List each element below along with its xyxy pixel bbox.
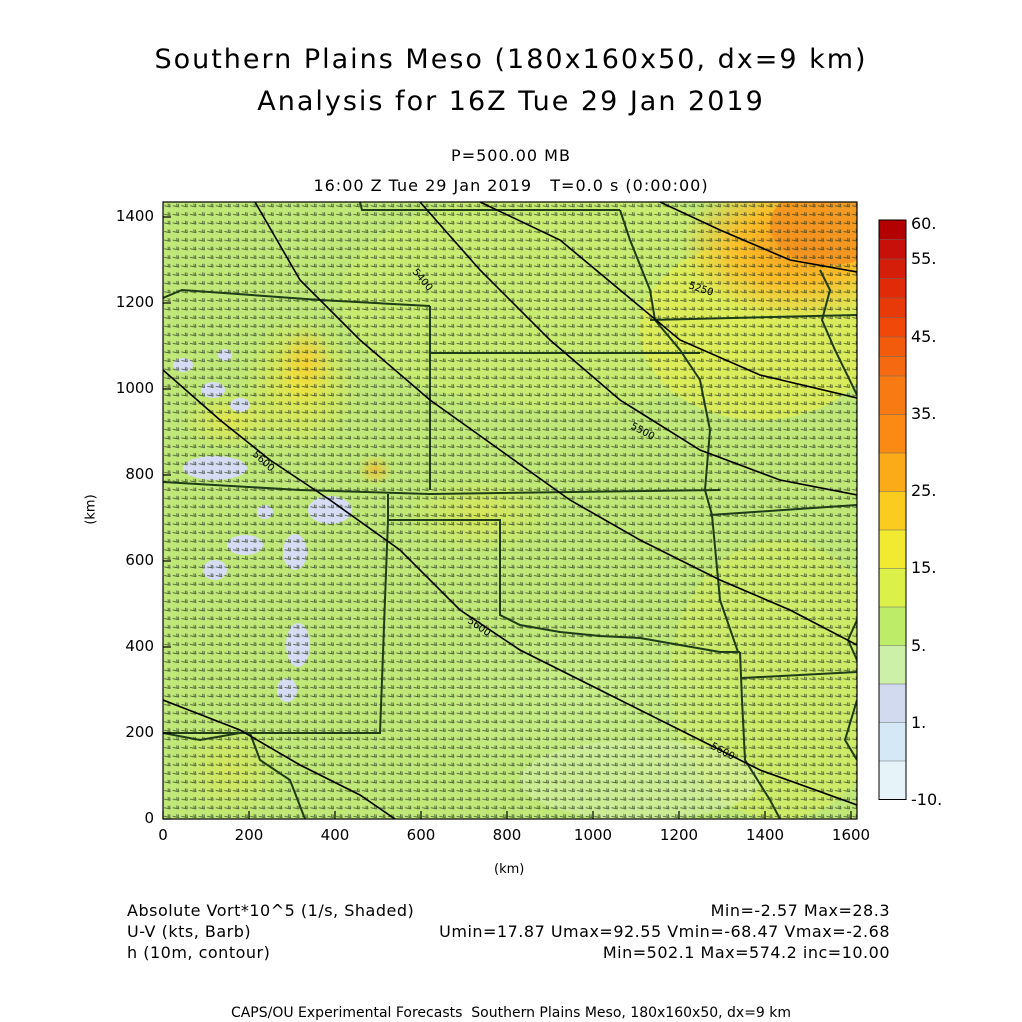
x-tick-600: 600 [406, 826, 436, 844]
y-axis-label: (km) [83, 494, 99, 525]
title-line-2: Analysis for 16Z Tue 29 Jan 2019 [257, 86, 765, 117]
colorbar-label-55: 55. [911, 249, 937, 268]
field2-stats: Umin=17.87 Umax=92.55 Vmin=-68.47 Vmax=-… [439, 922, 890, 941]
colorbar-label-5: 5. [911, 636, 927, 655]
plot-frame [162, 201, 858, 820]
colorbar-label-1: 1. [911, 713, 927, 732]
title-line-1: Southern Plains Meso (180x160x50, dx=9 k… [154, 44, 868, 75]
y-tick-400: 400 [125, 637, 154, 655]
x-tick-200: 200 [234, 826, 264, 844]
y-tick-0: 0 [144, 809, 154, 827]
field3-stats: Min=502.1 Max=574.2 inc=10.00 [602, 943, 890, 962]
x-tick-1200: 1200 [659, 826, 699, 844]
field1-name: Absolute Vort*10^5 (1/s, Shaded) [127, 901, 415, 920]
y-tick-1000: 1000 [115, 379, 154, 397]
y-tick-200: 200 [125, 723, 154, 741]
x-tick-1000: 1000 [573, 826, 613, 844]
footer-credit: CAPS/OU Experimental Forecasts Southern … [230, 1005, 792, 1021]
height-contours [163, 202, 857, 819]
y-tick-800: 800 [125, 465, 154, 483]
x-tick-800: 800 [492, 826, 522, 844]
pressure-level: P=500.00 MB [451, 146, 571, 165]
field1-stats: Min=-2.57 Max=28.3 [710, 901, 890, 920]
colorbar-label-45: 45. [911, 327, 937, 346]
state-boundaries [163, 202, 857, 819]
y-tick-1200: 1200 [115, 293, 154, 311]
axis-ticks [162, 216, 852, 820]
field3-name: h (10m, contour) [127, 943, 271, 962]
valid-time: 16:00 Z Tue 29 Jan 2019 T=0.0 s (0:00:00… [313, 176, 709, 195]
vorticity-shading [163, 202, 857, 819]
colorbar-label-60: 60. [911, 214, 937, 233]
x-axis-label: (km) [494, 862, 525, 877]
colorbar-label-minus10: -10. [911, 790, 943, 809]
colorbar-label-35: 35. [911, 404, 937, 423]
x-tick-400: 400 [320, 826, 350, 844]
x-tick-1600: 1600 [831, 826, 871, 844]
y-tick-600: 600 [125, 551, 154, 569]
colorbar-label-25: 25. [911, 481, 937, 500]
field2-name: U-V (kts, Barb) [127, 922, 252, 941]
x-tick-1400: 1400 [745, 826, 785, 844]
colorbar [878, 219, 907, 800]
colorbar-label-15: 15. [911, 558, 937, 577]
y-tick-1400: 1400 [115, 207, 154, 225]
x-tick-0: 0 [158, 826, 168, 844]
